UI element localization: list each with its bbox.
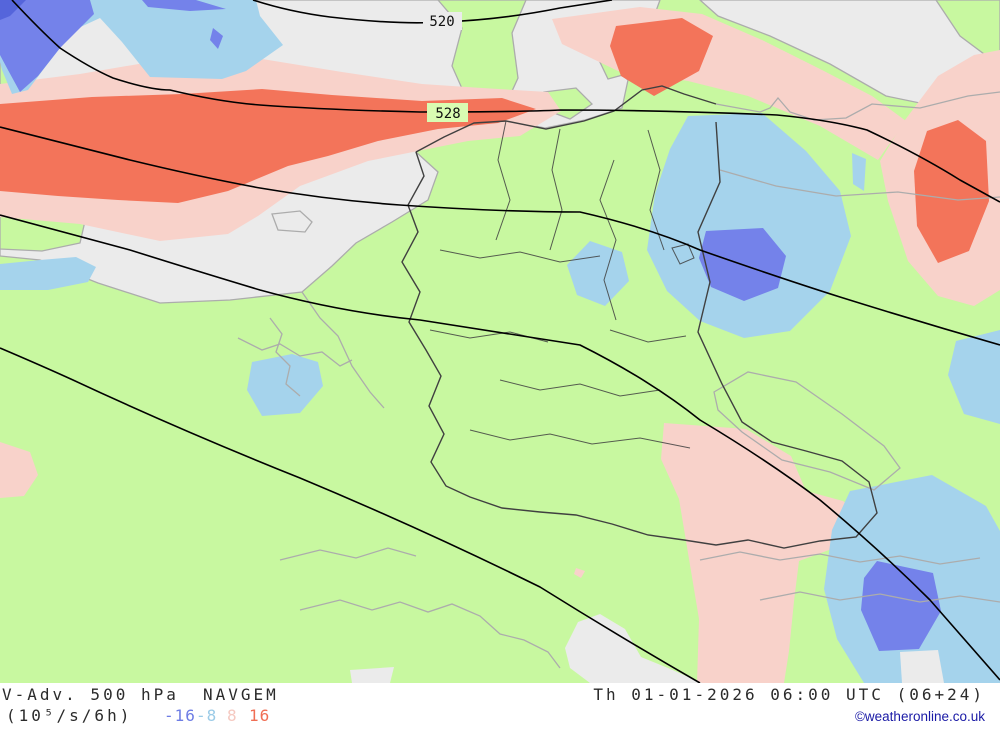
contour-label-520-box: [423, 12, 462, 30]
lightblue-patch-right-edge: [948, 330, 1000, 424]
state-border-berlin: [671, 243, 695, 265]
map-canvas: 520 528: [0, 0, 1000, 683]
model-name: NAVGEM: [203, 685, 279, 704]
royalblue-diamond-top: [210, 28, 223, 49]
weather-map: 520 528: [0, 0, 1000, 683]
state-border-3: [599, 159, 617, 321]
ijsselmeer-patch: [271, 210, 313, 233]
border-poland: [719, 169, 1000, 201]
gray-patch-bottom-left: [350, 667, 394, 683]
border-austria-south: [759, 591, 1000, 603]
contour-520-line: [252, 0, 613, 24]
border-germany-outline: [401, 121, 878, 549]
positive-advection-areas: [0, 7, 1000, 683]
border-czech: [713, 371, 901, 491]
royalblue-corner: [0, 0, 94, 92]
alps-patch: [565, 614, 702, 683]
lightblue-belgium-patch: [247, 354, 323, 416]
coast-germany-north: [415, 85, 717, 153]
contour-label-520: 520: [429, 14, 454, 30]
border-austria-north: [699, 551, 981, 565]
legend-value-minus8: -8: [196, 706, 218, 725]
state-border-2: [549, 128, 563, 251]
royalblue-core-southeast: [861, 561, 941, 651]
contour-label-528-box: [427, 103, 468, 122]
legend-value-16: 16: [249, 706, 271, 725]
gray-patch-bottom-right: [900, 650, 944, 683]
red-core-east: [914, 120, 989, 263]
map-title: V-Adv. 500 hPa: [2, 685, 179, 704]
lightblue-sliver-east: [852, 153, 866, 191]
deepblue-corner: [0, 0, 26, 20]
copyright-text: ©weatheronline.co.uk: [854, 709, 985, 724]
footer-bar: V-Adv. 500 hPa NAVGEM Th 01-01-2026 06:0…: [0, 683, 1000, 733]
legend-value-8: 8: [227, 706, 238, 725]
units-label: (10⁵/s/6h): [6, 706, 133, 725]
valid-datetime: Th 01-01-2026 06:00 UTC (06+24): [593, 685, 985, 704]
contour-line-5: [0, 347, 701, 683]
state-border-1: [495, 120, 511, 241]
royalblue-strip-top: [142, 0, 226, 11]
contour-lines: [0, 0, 1000, 683]
legend-value-minus16: -16: [164, 706, 196, 725]
border-jura: [279, 547, 417, 561]
border-belgium: [237, 337, 353, 367]
foreign-borders: [237, 91, 1000, 669]
pink-dot-center: [574, 568, 585, 578]
germany-borders: [401, 85, 878, 549]
contour-labels: 520 528: [423, 12, 468, 122]
state-border-6: [609, 329, 687, 343]
state-border-7: [499, 379, 661, 397]
footer-row-2: (10⁵/s/6h) -16 -8 8 16 ©weatheronline.co…: [0, 706, 1000, 728]
baltic-far-coast: [935, 0, 1000, 67]
state-border-9: [647, 129, 665, 251]
lightblue-channel-patch: [0, 257, 96, 290]
contour-line-3: [0, 126, 1000, 346]
state-border-4: [439, 249, 601, 263]
gray-terrain-patches: [271, 210, 944, 683]
border-belgium-france: [301, 291, 385, 409]
contour-528-line: [11, 0, 1000, 203]
border-switzerland-italy: [299, 599, 561, 669]
lightblue-patch-central: [567, 241, 629, 306]
contour-label-528: 528: [435, 106, 460, 122]
lightblue-blob-east-germany: [647, 113, 851, 338]
pink-sliver-west: [0, 442, 38, 498]
baltic-sea: [699, 0, 1000, 109]
pink-band-southeast: [661, 423, 863, 683]
red-core-northeast: [610, 18, 713, 96]
state-border-8: [469, 429, 691, 449]
border-luxembourg: [269, 317, 301, 397]
contour-line-4: [0, 214, 1000, 681]
red-core-west: [0, 89, 536, 203]
negative-advection-areas: [0, 0, 1000, 683]
footer-row-1: V-Adv. 500 hPa NAVGEM Th 01-01-2026 06:0…: [0, 685, 1000, 707]
